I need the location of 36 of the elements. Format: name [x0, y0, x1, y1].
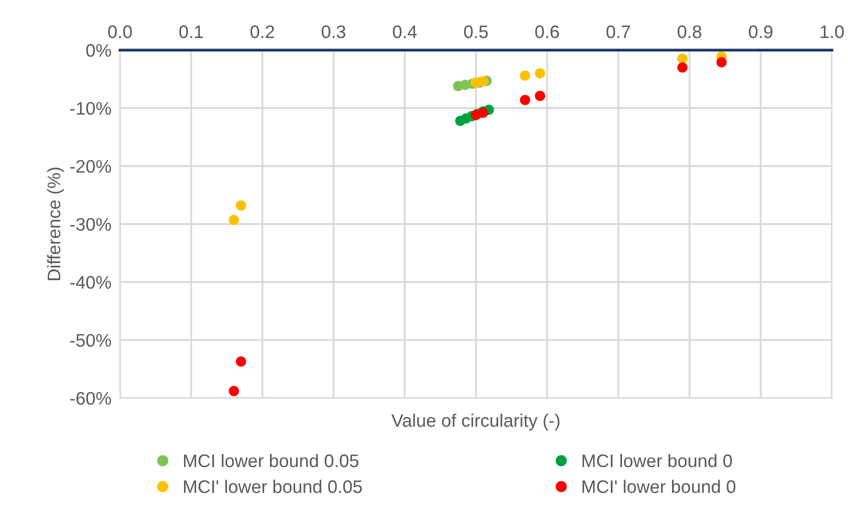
- y-tick-label: -30%: [70, 218, 112, 231]
- y-tick-label: 0%: [86, 44, 112, 57]
- point: [478, 76, 488, 87]
- y-tick-label: -10%: [70, 102, 112, 115]
- x-tick-label: 0.7: [606, 25, 630, 38]
- point: [236, 356, 246, 367]
- x-tick-label: 0.5: [464, 25, 488, 38]
- legend-label: MCI lower bound 0: [582, 454, 732, 468]
- legend-label: MCI lower bound 0.05: [184, 454, 358, 468]
- point: [228, 386, 240, 396]
- point: [677, 54, 688, 64]
- y-axis-title: Difference (%): [47, 168, 64, 280]
- x-tick-label: 1.0: [820, 25, 844, 38]
- x-tick-label: 0.8: [678, 25, 702, 38]
- point: [534, 90, 546, 102]
- x-axis-title: Value of circularity (-): [391, 414, 560, 431]
- x-tick-label: 0.4: [392, 25, 417, 38]
- legend-label: MCI' lower bound 0: [582, 480, 736, 494]
- point: [534, 68, 546, 78]
- x-tick-label: 0.2: [250, 25, 274, 38]
- point: [520, 94, 530, 106]
- y-tick-label: -50%: [70, 334, 112, 347]
- x-tick-label: 0.6: [535, 25, 559, 38]
- y-tick-label: -40%: [70, 276, 112, 289]
- x-tick-label: 0.1: [179, 25, 203, 38]
- point: [520, 70, 530, 81]
- y-tick-label: -20%: [70, 160, 112, 173]
- legend-label: MCI' lower bound 0.05: [184, 480, 362, 494]
- x-tick-label: 0.9: [748, 25, 772, 38]
- point: [677, 62, 688, 73]
- y-tick-label: -60%: [70, 392, 112, 405]
- x-tick-label: 0.0: [108, 25, 132, 38]
- point: [716, 57, 727, 68]
- point: [228, 214, 240, 226]
- point: [236, 200, 246, 211]
- x-tick-label: 0.3: [322, 25, 346, 38]
